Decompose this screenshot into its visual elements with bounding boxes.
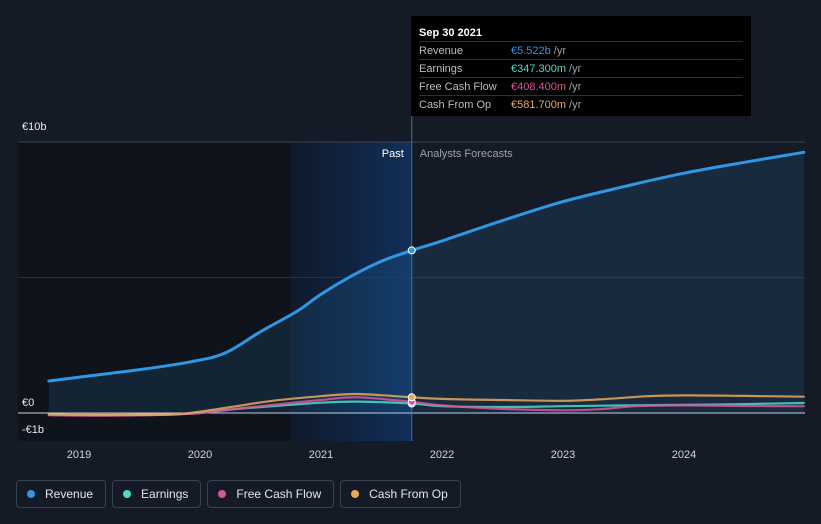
past-highlight-band: [290, 142, 412, 441]
tooltip-row-label: Revenue: [419, 44, 464, 57]
tooltip-row-label: Cash From Op: [419, 98, 492, 111]
legend-dot-icon: [123, 490, 132, 498]
legend-dot-icon: [27, 490, 35, 498]
cash-from-op-marker: [407, 393, 416, 402]
tooltip-row-value: €408.400m: [511, 80, 567, 93]
legend-label: Cash From Op: [369, 487, 448, 501]
x-tick-label: 2019: [67, 449, 91, 461]
x-tick-label: 2020: [188, 449, 212, 461]
tooltip-row-unit: /yr: [553, 44, 566, 57]
tooltip-date: Sep 30 2021: [419, 27, 482, 39]
legend-item-earnings[interactable]: Earnings: [112, 480, 202, 508]
cash-from-op-line: [47, 392, 805, 417]
legend-item-revenue[interactable]: Revenue: [16, 480, 107, 508]
tooltip-row: Cash From Op €581.700m/yr: [419, 95, 743, 113]
legend-item-free-cash-flow[interactable]: Free Cash Flow: [207, 480, 335, 508]
tooltip-row-value: €581.700m: [511, 98, 567, 111]
legend-label: Free Cash Flow: [236, 487, 322, 501]
legend-dot-icon: [218, 490, 227, 498]
tooltip-row: Earnings €347.300m/yr: [419, 59, 743, 77]
legend-label: Revenue: [45, 487, 94, 501]
x-tick-label: 2022: [430, 449, 454, 461]
tooltip-row: Free Cash Flow €408.400m/yr: [419, 77, 743, 95]
x-tick-label: 2021: [309, 449, 333, 461]
tooltip-row-unit: /yr: [569, 98, 582, 111]
y-axis-label: -€1b: [22, 424, 44, 436]
tooltip-row-value: €5.522b: [511, 44, 551, 57]
tooltip-row-label: Earnings: [419, 62, 463, 75]
forecast-label: Analysts Forecasts: [420, 148, 513, 160]
y-axis-label: €0: [22, 397, 34, 409]
revenue-line: [47, 150, 806, 383]
legend-item-cash-from-op[interactable]: Cash From Op: [340, 480, 461, 508]
data-tooltip: Sep 30 2021 Revenue €5.522b/yr Earnings €34…: [411, 16, 751, 116]
chart-legend: Revenue Earnings Free Cash Flow Cash From O…: [16, 480, 461, 508]
x-tick-label: 2024: [672, 449, 696, 461]
x-tick-label: 2023: [551, 449, 575, 461]
tooltip-row-value: €347.300m: [511, 62, 567, 75]
past-label: Past: [382, 148, 404, 160]
tooltip-row-label: Free Cash Flow: [419, 80, 497, 93]
revenue-marker: [407, 246, 416, 255]
y-axis-label: €10b: [22, 121, 46, 133]
legend-label: Earnings: [141, 487, 189, 501]
tooltip-row: Revenue €5.522b/yr: [419, 41, 743, 59]
legend-dot-icon: [351, 490, 360, 498]
tooltip-row-unit: /yr: [569, 80, 582, 93]
tooltip-row-unit: /yr: [569, 62, 582, 75]
